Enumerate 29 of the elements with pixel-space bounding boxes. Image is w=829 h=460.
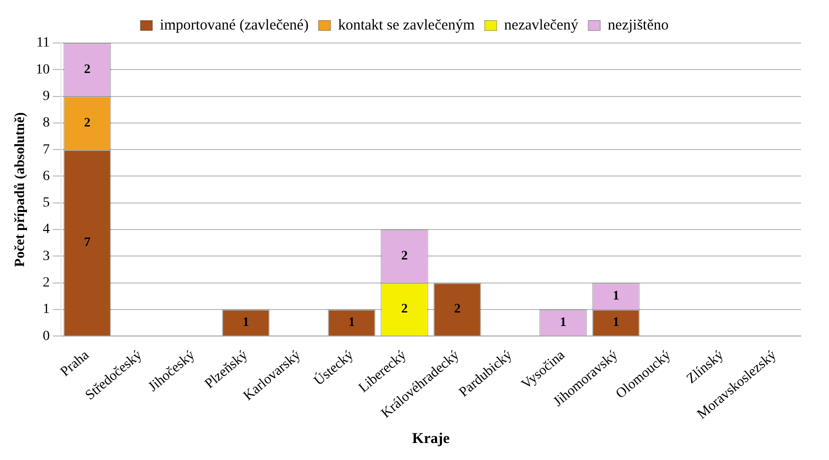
y-tick-label: 4 [42,222,50,238]
data-label: 2 [84,114,90,130]
y-tick-label: 9 [42,88,50,104]
y-tick-label: 10 [36,62,50,78]
data-label: 1 [612,288,620,303]
data-label: 7 [84,234,91,249]
y-tick-label: 2 [42,276,50,291]
legend-label: kontakt se zavlečeným [338,17,476,34]
data-label: 1 [242,314,250,329]
data-label: 1 [348,314,355,329]
data-label: 2 [84,61,90,76]
y-tick-label: 8 [42,116,50,131]
legend-label: nezjištěno [608,17,669,34]
data-label: 1 [560,314,566,329]
x-axis-title: Kraje [412,430,450,447]
y-tick-label: 7 [42,142,50,158]
data-label: 2 [401,300,408,316]
data-label: 1 [612,314,620,329]
data-label: 2 [401,248,408,263]
y-tick-label: 1 [42,302,50,318]
legend-label: importované (zavlečené) [160,17,309,34]
y-tick-label: 0 [42,328,50,344]
y-tick-label: 3 [42,248,50,264]
y-tick-label: 5 [42,196,50,211]
data-label: 2 [454,300,461,316]
y-tick-label: 11 [36,36,50,51]
legend-label: nezavlečený [504,17,579,34]
y-axis-title: Počet případů (absolutně) [13,112,28,267]
y-tick-label: 6 [42,168,50,184]
